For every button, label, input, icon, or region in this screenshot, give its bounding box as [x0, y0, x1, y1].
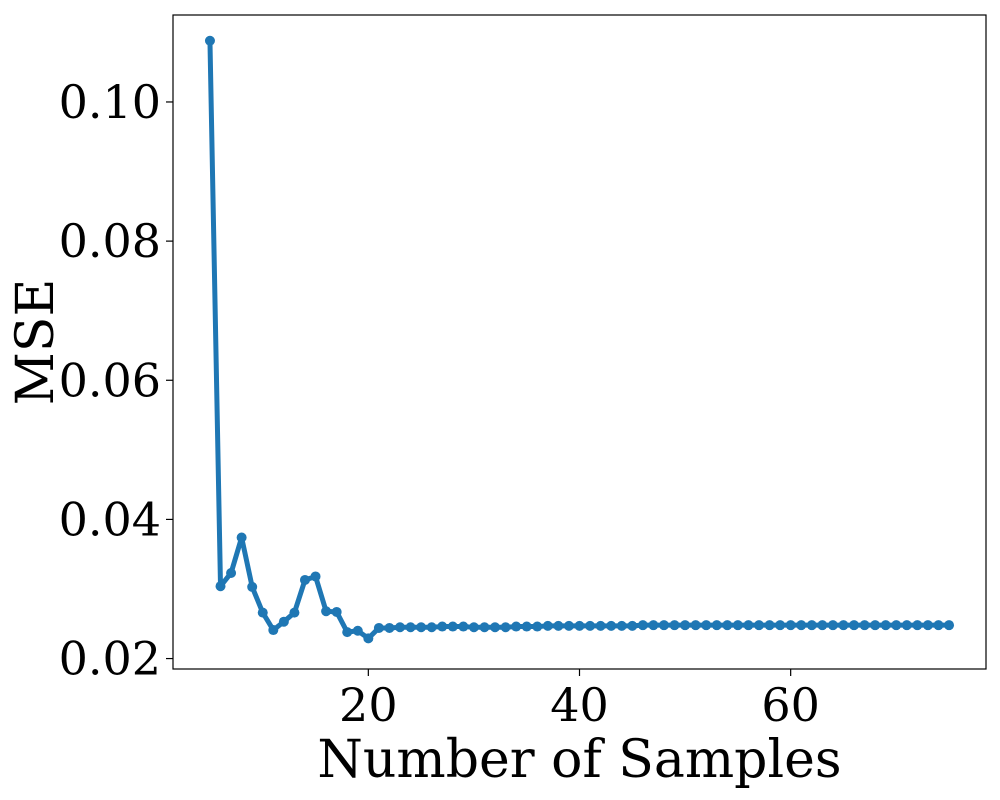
data-point: [796, 620, 807, 631]
data-point: [637, 620, 648, 631]
data-point: [352, 625, 363, 636]
data-point: [395, 622, 406, 633]
data-point: [553, 620, 564, 631]
data-point: [226, 567, 237, 578]
data-point: [933, 620, 944, 631]
data-point: [690, 620, 701, 631]
data-point: [901, 620, 912, 631]
data-point: [680, 620, 691, 631]
data-point: [891, 620, 902, 631]
data-point: [384, 622, 395, 633]
data-point: [426, 622, 437, 633]
y-tick-label: 0.08: [59, 214, 161, 268]
data-point: [257, 607, 268, 618]
data-point: [701, 620, 712, 631]
data-point: [817, 620, 828, 631]
x-tick-label: 60: [761, 678, 820, 732]
data-point: [363, 633, 374, 644]
data-point: [743, 620, 754, 631]
data-point: [753, 620, 764, 631]
data-point: [289, 607, 300, 618]
data-point: [204, 35, 215, 46]
y-tick-label: 0.10: [59, 75, 161, 129]
x-axis-label: Number of Samples: [317, 730, 841, 790]
data-point: [658, 620, 669, 631]
data-point: [310, 571, 321, 582]
data-point: [775, 620, 786, 631]
data-point: [606, 620, 617, 631]
data-point: [521, 621, 532, 632]
data-point: [215, 581, 226, 592]
data-point: [627, 620, 638, 631]
data-point: [648, 620, 659, 631]
data-point: [447, 621, 458, 632]
data-point: [785, 620, 796, 631]
y-tick-label: 0.04: [59, 492, 161, 546]
data-point: [595, 620, 606, 631]
data-point: [299, 574, 310, 585]
data-point: [247, 581, 258, 592]
data-point: [922, 620, 933, 631]
data-point: [405, 622, 416, 633]
data-point: [849, 620, 860, 631]
data-point: [479, 622, 490, 633]
data-point: [880, 620, 891, 631]
y-tick-label: 0.06: [59, 353, 161, 407]
data-point: [585, 620, 596, 631]
data-point: [236, 532, 247, 543]
data-point: [732, 620, 743, 631]
data-point: [838, 620, 849, 631]
data-point: [373, 622, 384, 633]
y-tick-label: 0.02: [59, 632, 161, 686]
data-point: [532, 621, 543, 632]
data-point: [870, 620, 881, 631]
data-point: [321, 606, 332, 617]
data-point: [859, 620, 870, 631]
x-axis-ticks: 20 40 60: [339, 669, 820, 732]
series-line: [207, 38, 952, 641]
data-point: [342, 627, 353, 638]
data-point: [574, 620, 585, 631]
y-axis-label: MSE: [6, 279, 66, 406]
data-point: [827, 620, 838, 631]
series-layer: [204, 35, 955, 644]
x-tick-label: 40: [550, 678, 609, 732]
data-point: [711, 620, 722, 631]
data-point: [416, 622, 427, 633]
data-point: [500, 622, 511, 633]
data-point: [944, 620, 955, 631]
data-point: [563, 620, 574, 631]
data-point: [912, 620, 923, 631]
data-point: [331, 606, 342, 617]
y-axis-ticks: 0.02 0.04 0.06 0.08 0.10: [59, 75, 173, 686]
data-point: [764, 620, 775, 631]
data-point: [468, 622, 479, 633]
data-point: [278, 616, 289, 627]
plot-area-frame: [172, 14, 987, 670]
data-point: [616, 620, 627, 631]
data-point: [268, 625, 279, 636]
x-tick-label: 20: [339, 678, 398, 732]
data-point: [669, 620, 680, 631]
data-point: [490, 622, 501, 633]
data-point: [458, 621, 469, 632]
data-point: [722, 620, 733, 631]
data-point: [437, 621, 448, 632]
data-point: [511, 621, 522, 632]
data-point: [542, 620, 553, 631]
data-point: [806, 620, 817, 631]
